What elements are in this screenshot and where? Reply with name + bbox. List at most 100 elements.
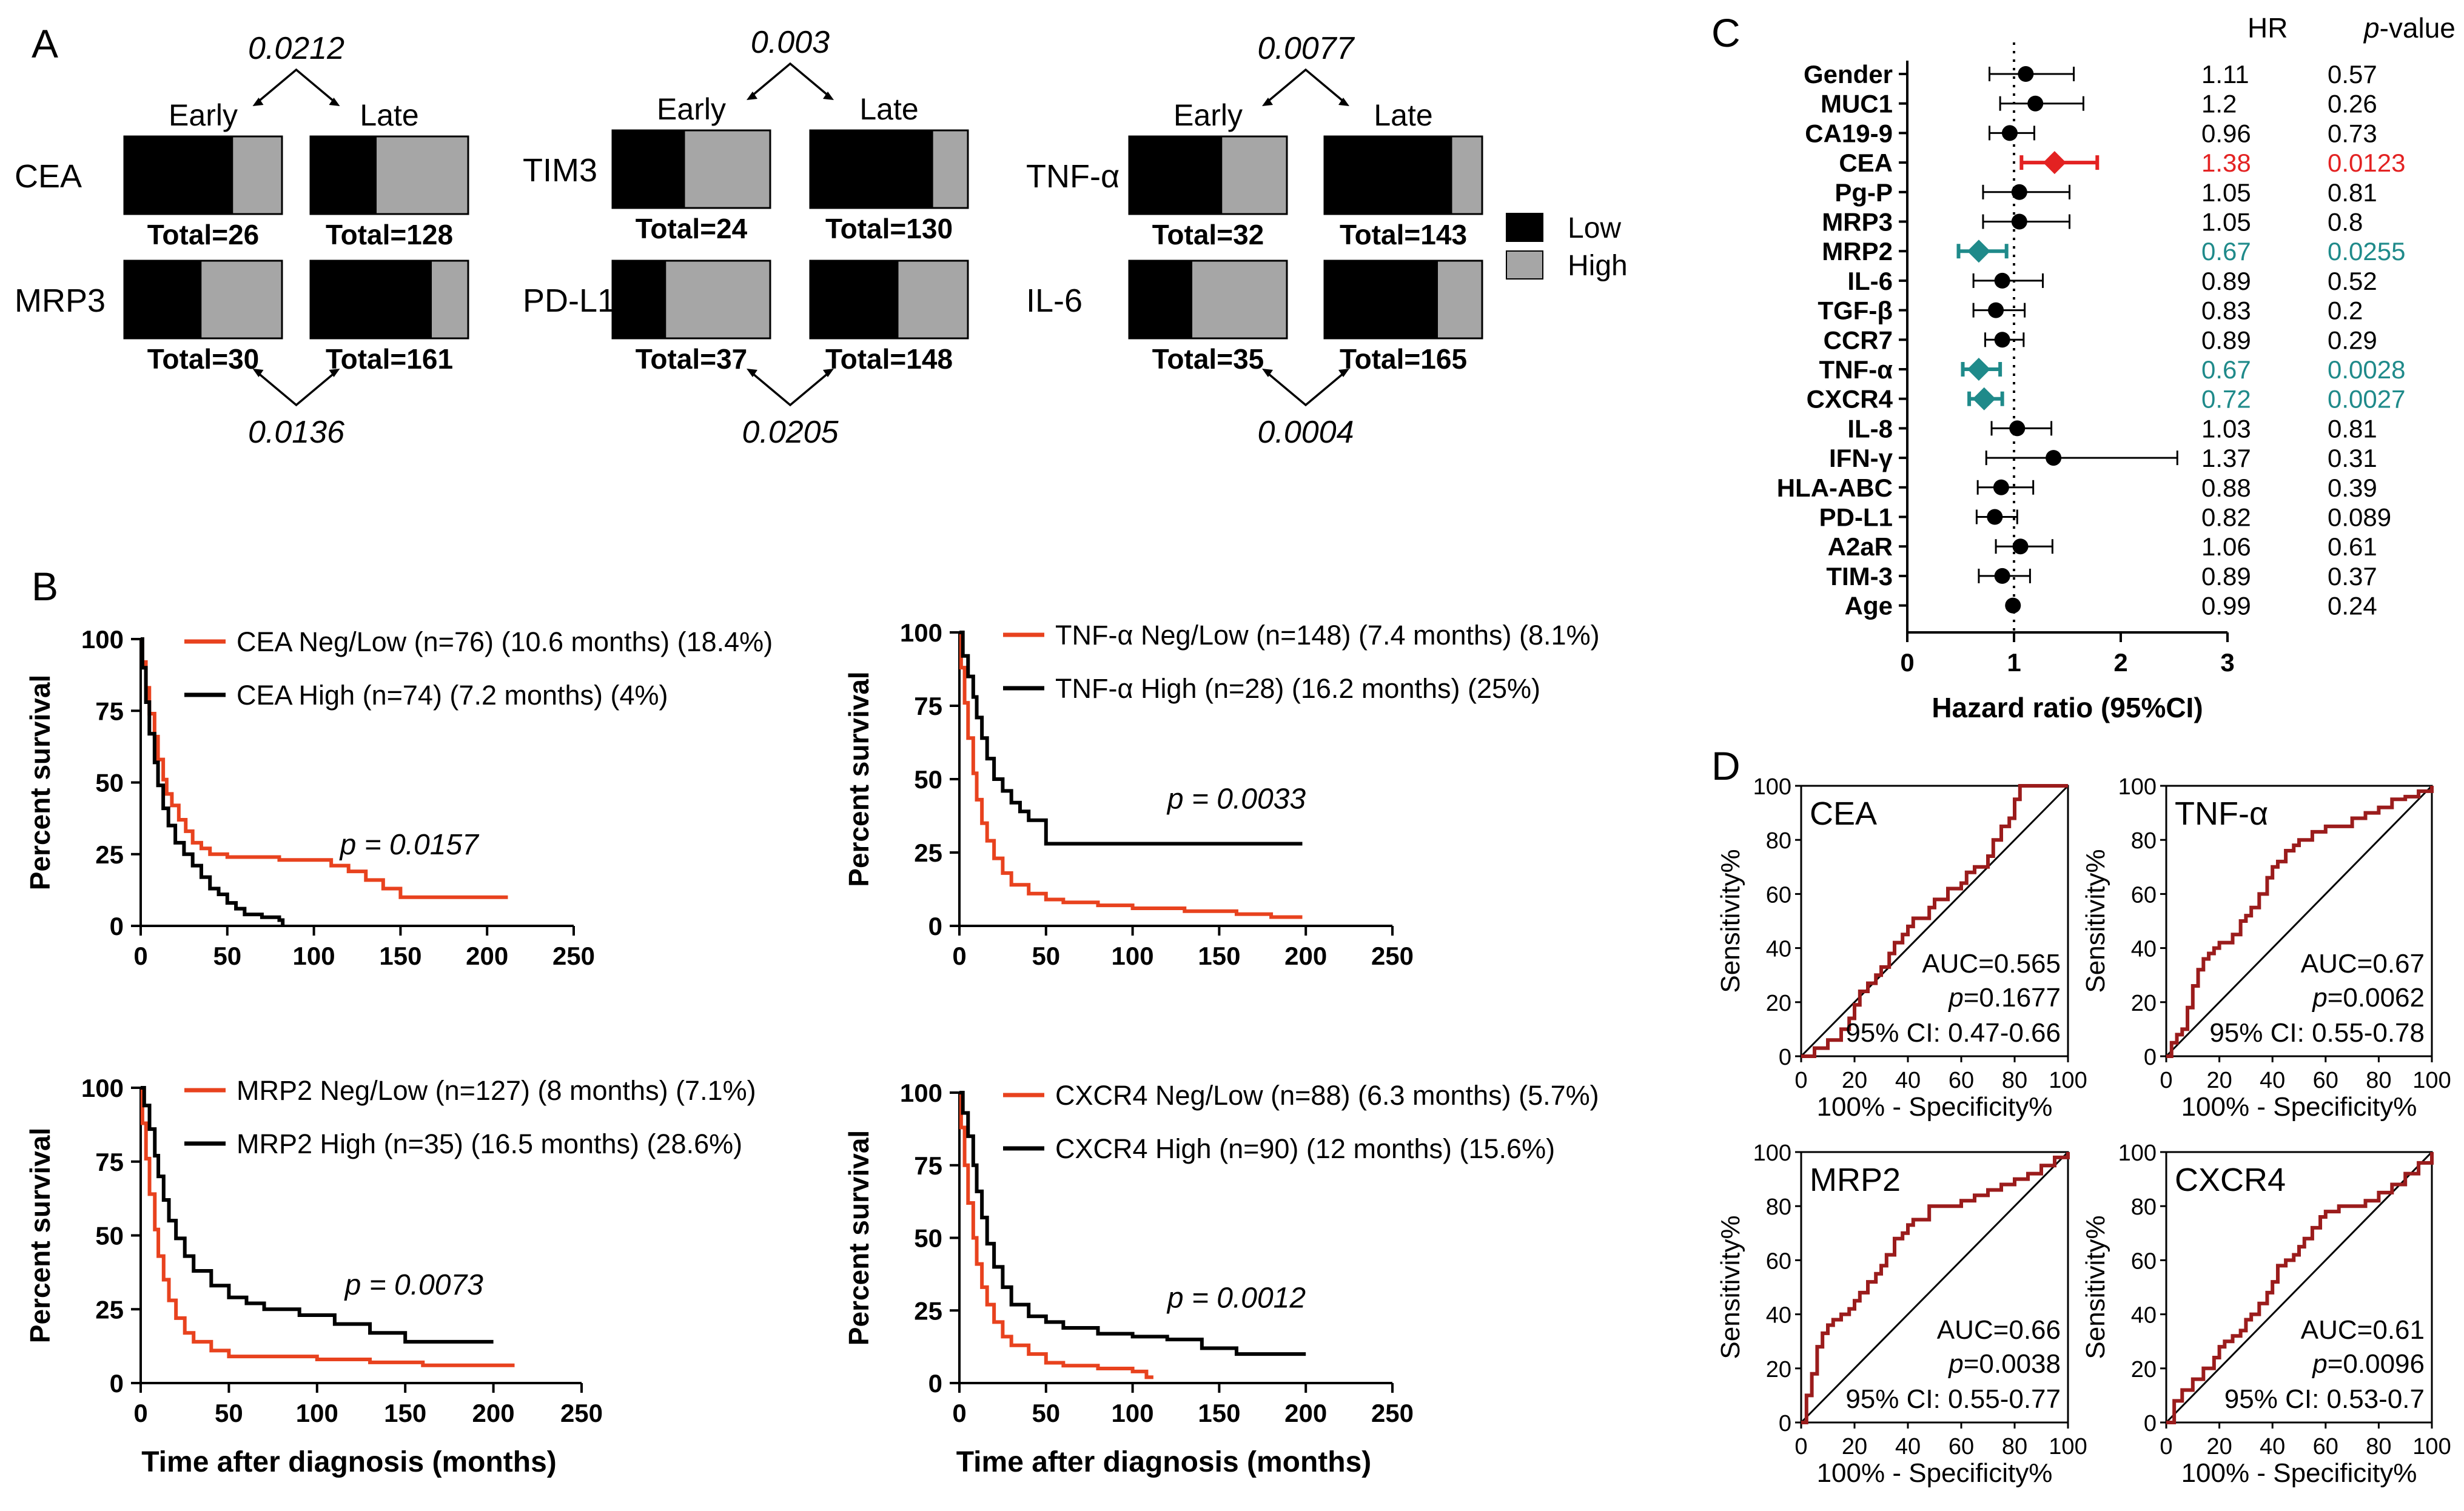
bar-group-1: MRP3 Total=30 Total=161 0.0136 — [15, 260, 469, 450]
x-tick-label: 100 — [2412, 1434, 2451, 1459]
x-tick-label: 100 — [2412, 1068, 2451, 1093]
y-tick-label: 60 — [1766, 1248, 1791, 1274]
auc-text: AUC=0.565 — [1922, 949, 2061, 979]
late-total-label: Total=148 — [825, 343, 953, 375]
y-tick-label: 0 — [928, 1369, 942, 1398]
row-label: TNF-α — [1819, 355, 1893, 384]
x-tick-label: 60 — [2313, 1068, 2338, 1093]
p-value-label: 0.0136 — [248, 415, 344, 450]
plot-frame — [2165, 1151, 2433, 1424]
late-high-bar — [898, 261, 968, 338]
forest-row-cxcr4: CXCR4 0.72 0.0027 — [1807, 385, 2406, 414]
bar-group-5: IL-6 Total=35 Total=165 0.0004 — [1026, 260, 1483, 450]
early-bar-frame — [611, 260, 771, 340]
late-low-bar — [311, 261, 432, 338]
x-tick-label: 0 — [1794, 1068, 1807, 1093]
p-value: 0.24 — [2328, 592, 2377, 620]
arrow-head-left — [747, 369, 757, 377]
early-label: Early — [657, 92, 726, 126]
y-tick-label: 20 — [1766, 1357, 1791, 1382]
significance-arrow — [751, 62, 829, 96]
reference-diagonal — [1800, 1151, 2069, 1424]
arrow-head-right — [1338, 369, 1349, 377]
panel-label-b: B — [32, 564, 58, 609]
x-tick-label: 80 — [2002, 1068, 2027, 1093]
forest-row-muc1: MUC1 1.2 0.26 — [1821, 90, 2377, 118]
p-value-text: p = 0.0012 — [1166, 1282, 1306, 1314]
survival-curve-neg-low — [140, 637, 508, 899]
km-plot-mrp2: 0 25 50 75 100 0 50 100 150 200 250 Percent surviva… — [24, 1074, 756, 1478]
row-label: TGF-β — [1818, 297, 1893, 325]
late-label: Late — [1374, 98, 1432, 132]
survival-curve-neg-low — [959, 631, 1303, 919]
hr-point — [1994, 332, 2010, 348]
hr-point — [2001, 125, 2018, 141]
p-value-prefix: p — [1947, 1349, 1963, 1379]
p-value: 0.26 — [2328, 90, 2377, 118]
p-value-number: =0.0062 — [2328, 983, 2425, 1013]
x-tick-label: 250 — [552, 942, 595, 970]
forest-row-age: Age 0.99 0.24 — [1845, 592, 2377, 620]
y-axis-title: Sensitivity% — [1716, 1215, 1745, 1359]
p-value-text: p = 0.0157 — [339, 829, 480, 861]
y-tick-label: 0 — [2144, 1411, 2157, 1436]
p-value-text: p = 0.0073 — [344, 1269, 484, 1301]
p-value-label: 0.003 — [751, 25, 830, 60]
legend-label-neg-low: CXCR4 Neg/Low (n=88) (6.3 months) (5.7%) — [1055, 1080, 1599, 1111]
survival-curve-high — [140, 637, 285, 926]
x-axis-title: 100% - Specificity% — [1817, 1458, 2053, 1488]
survival-curve-neg-low — [959, 1091, 1153, 1379]
hr-point — [2027, 95, 2044, 112]
marker-label: CEA — [15, 158, 82, 195]
y-tick-label: 75 — [95, 697, 124, 725]
bar-group-3: PD-L1 Total=37 Total=148 0.0205 — [523, 260, 969, 450]
forest-row-cea: CEA 1.38 0.0123 — [1839, 149, 2405, 177]
significance-arrow — [258, 372, 335, 407]
y-tick-label: 80 — [1766, 1194, 1791, 1220]
p-value-header-p: p — [2363, 12, 2380, 44]
p-value: 0.29 — [2328, 326, 2377, 354]
row-label: PD-L1 — [1819, 503, 1893, 532]
late-high-bar — [432, 261, 468, 338]
y-tick-label: 25 — [95, 1295, 124, 1324]
forest-row-ccr7: CCR7 0.89 0.29 — [1824, 326, 2377, 354]
x-tick-label: 150 — [1198, 942, 1240, 970]
y-tick-label: 0 — [928, 912, 942, 940]
early-total-label: Total=26 — [147, 219, 260, 250]
x-tick-label: 40 — [2260, 1068, 2285, 1093]
early-bar-frame — [1128, 260, 1288, 340]
arrow-head-left — [1262, 369, 1273, 377]
x-tick-label: 100 — [1112, 942, 1154, 970]
significance-arrow — [751, 372, 829, 407]
hr-value: 1.05 — [2201, 208, 2251, 236]
late-low-bar — [1324, 261, 1438, 338]
significance-arrow — [1267, 372, 1344, 407]
hr-point — [1994, 272, 2010, 289]
x-tick-label: 50 — [1032, 1399, 1060, 1427]
row-label: Gender — [1804, 60, 1893, 89]
row-label: IL-8 — [1847, 414, 1893, 443]
late-label: Late — [360, 98, 418, 132]
ci-text: 95% CI: 0.55-0.78 — [2209, 1018, 2425, 1048]
y-tick-label: 100 — [81, 1074, 124, 1102]
x-tick-label: 0 — [952, 942, 966, 970]
y-axis-title: Percent survival — [843, 1130, 874, 1345]
arrow-head-right — [823, 92, 834, 100]
y-tick-label: 50 — [914, 765, 942, 794]
roc-curve — [1801, 784, 2068, 1058]
x-tick-label: 150 — [1198, 1399, 1240, 1427]
row-label: CEA — [1839, 149, 1893, 177]
marker-label: MRP3 — [15, 283, 106, 319]
early-total-label: Total=35 — [1152, 343, 1264, 375]
roc-curve — [1801, 1152, 2070, 1424]
y-axis-title: Percent survival — [24, 1128, 56, 1343]
forest-row-tim-3: TIM-3 0.89 0.37 — [1826, 562, 2377, 591]
y-axis-title: Sensitivity% — [2081, 849, 2110, 993]
p-value-number: =0.0096 — [2328, 1349, 2425, 1379]
p-value: 0.0255 — [2328, 237, 2405, 266]
row-label: Age — [1845, 592, 1893, 620]
forest-row-ifn-γ: IFN-γ 1.37 0.31 — [1829, 444, 2377, 472]
early-bar-frame — [611, 129, 771, 209]
p-value: 0.31 — [2328, 444, 2377, 472]
